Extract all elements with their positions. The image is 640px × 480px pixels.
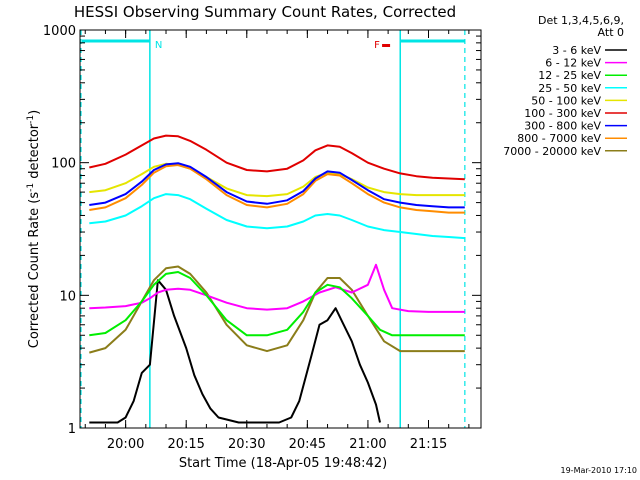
- legend-label-7: 800 - 7000 keV: [517, 132, 601, 145]
- x-tick-label-1: 20:15: [167, 437, 204, 452]
- annotation-n: N: [155, 40, 162, 51]
- legend-label-1: 6 - 12 keV: [545, 57, 601, 70]
- plot-frame: [79, 29, 482, 429]
- y-tick-label-1: 10: [59, 289, 76, 304]
- series-line-4: [89, 162, 465, 198]
- annotation-f: F: [374, 40, 380, 51]
- y-axis: 1 10 100 1000: [43, 24, 481, 437]
- legend-label-2: 12 - 25 keV: [538, 69, 601, 82]
- y-tick-label-3: 1000: [43, 24, 76, 39]
- x-axis: 20:00 20:15 20:30 20:45 21:00 21:15: [84, 30, 470, 452]
- legend-label-4: 50 - 100 keV: [531, 94, 601, 107]
- series-line-5: [89, 134, 465, 181]
- series-line-0: [89, 279, 381, 424]
- legend-label-6: 300 - 800 keV: [524, 120, 601, 133]
- legend-header-line1: Det 1,3,4,5,6,9,: [538, 14, 624, 27]
- x-tick-label-5: 21:15: [410, 437, 447, 452]
- legend-label-8: 7000 - 20000 keV: [503, 145, 601, 158]
- x-tick-label-2: 20:30: [228, 437, 265, 452]
- legend-label-3: 25 - 50 keV: [538, 82, 601, 95]
- series-line-3: [89, 193, 465, 240]
- series-line-7: [89, 164, 465, 214]
- series-line-1: [89, 263, 465, 313]
- legend-header-line2: Att 0: [598, 26, 624, 39]
- legend-label-5: 100 - 300 keV: [524, 107, 601, 120]
- y-tick-label-2: 100: [51, 157, 76, 172]
- x-tick-label-4: 21:00: [349, 437, 386, 452]
- legend-label-0: 3 - 6 keV: [552, 44, 601, 57]
- series-line-6: [89, 162, 465, 209]
- chart-title: HESSI Observing Summary Count Rates, Cor…: [74, 3, 456, 21]
- timestamp: 19-Mar-2010 17:10: [561, 466, 638, 475]
- flare-flag-mark: [382, 44, 391, 47]
- y-axis-label: Corrected Count Rate (s-1 detector-1): [26, 110, 42, 348]
- x-axis-label: Start Time (18-Apr-05 19:48:42): [179, 456, 387, 471]
- x-tick-label-3: 20:45: [289, 437, 326, 452]
- x-tick-label-0: 20:00: [107, 437, 144, 452]
- series-line-8: [89, 265, 465, 354]
- series-line-2: [89, 271, 465, 337]
- y-tick-label-0: 1: [68, 422, 76, 437]
